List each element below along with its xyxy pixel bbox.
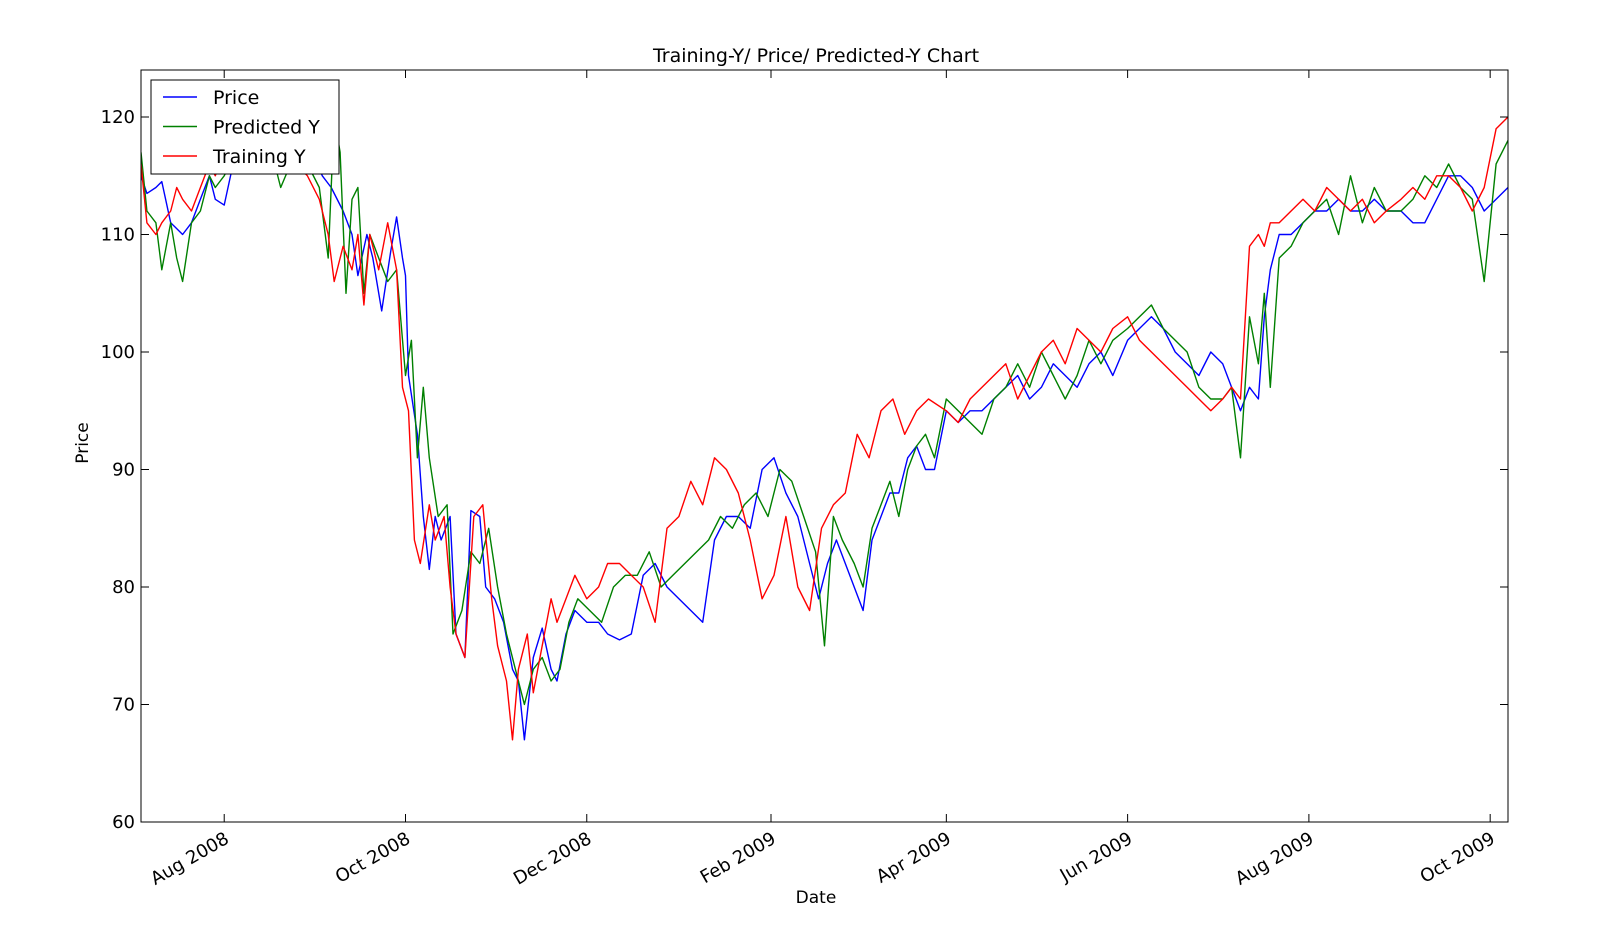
x-tick-label: Aug 2009 xyxy=(1232,828,1318,890)
chart-title: Training-Y/ Price/ Predicted-Y Chart xyxy=(652,45,979,67)
plot-area: 60 70 80 90 100 110 120 Aug 2008 Oct 2008 Dec 200… xyxy=(101,69,1509,890)
series-line-training-y xyxy=(141,116,1508,741)
legend-label-predicted-y: Predicted Y xyxy=(213,117,320,139)
y-tick-label: 80 xyxy=(112,577,135,598)
x-tick-label: Jun 2009 xyxy=(1056,828,1136,887)
x-axis-label: Date xyxy=(796,888,837,908)
x-tick-label: Dec 2008 xyxy=(510,828,595,889)
y-tick-label: 90 xyxy=(112,460,135,481)
legend-label-price: Price xyxy=(213,87,259,109)
y-tick-label: 110 xyxy=(101,225,135,246)
plot-frame xyxy=(140,69,1509,823)
x-tick-label: Feb 2009 xyxy=(697,828,780,888)
y-tick-label: 60 xyxy=(112,812,135,833)
x-tick-label: Aug 2008 xyxy=(147,828,233,890)
series-line-predicted-y xyxy=(141,116,1508,706)
y-axis-label: Price xyxy=(73,422,93,463)
x-tick-label: Oct 2008 xyxy=(332,828,414,888)
legend-label-training-y: Training Y xyxy=(212,146,306,168)
y-tick-label: 70 xyxy=(112,695,135,716)
x-tick-label: Oct 2009 xyxy=(1417,828,1499,888)
y-tick-label: 120 xyxy=(101,107,135,128)
y-tick-label: 100 xyxy=(101,342,135,363)
x-tick-label: Apr 2009 xyxy=(873,828,955,888)
series-line-price xyxy=(141,128,1508,741)
legend: Price Predicted Y Training Y xyxy=(150,79,340,175)
